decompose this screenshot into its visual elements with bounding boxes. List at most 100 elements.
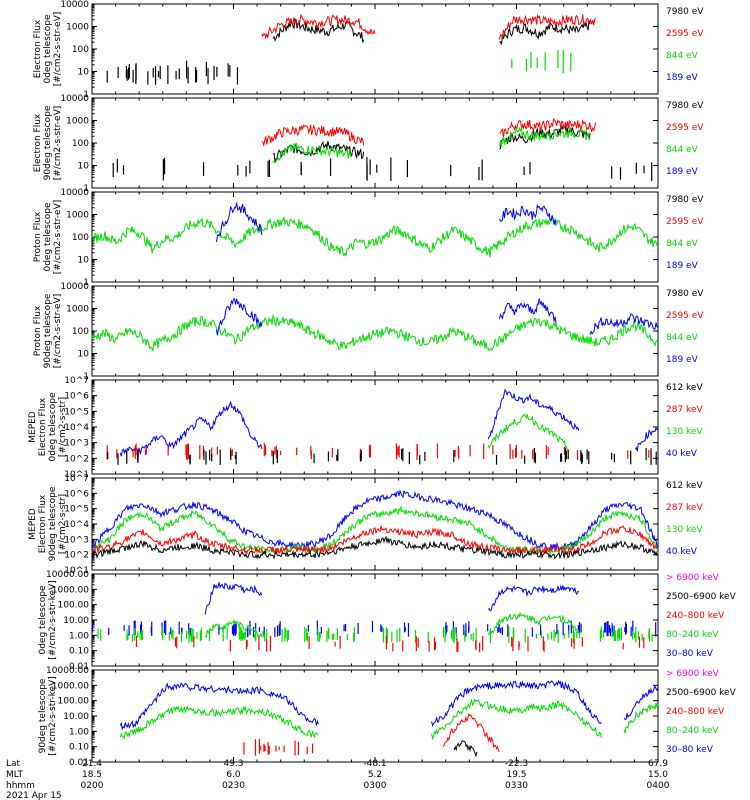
y-axis-label: 0deg telescope <box>38 585 48 655</box>
plot-frame <box>91 573 659 667</box>
y-axis-label: MEPED <box>28 411 38 443</box>
y-tick-label: 1000.00 <box>52 681 89 691</box>
series-trace-blue <box>589 313 659 335</box>
series-trace-black <box>91 535 659 560</box>
y-tick-label: 0.10 <box>69 743 89 753</box>
y-tick-label: 10000 <box>60 94 89 104</box>
plot-frame <box>91 379 659 475</box>
series-trace-blue <box>431 679 602 728</box>
y-tick-label: 10000.00 <box>46 570 89 580</box>
y-tick-label: 10^1 <box>64 566 89 576</box>
legend-label: 612 keV <box>666 481 703 491</box>
legend-label: 2595 eV <box>666 311 704 321</box>
y-tick-label: 10^4 <box>64 423 89 433</box>
y-tick-label: 0.01 <box>69 758 89 768</box>
legend-label: 189 eV <box>666 73 699 83</box>
x-row-value: 67.9 <box>648 759 668 769</box>
legend-label: 7980 eV <box>666 7 704 17</box>
legend-label: 189 eV <box>666 355 699 365</box>
y-tick-label: 1 <box>83 372 89 382</box>
y-tick-label: 10^6 <box>64 489 89 499</box>
plot-frame <box>91 285 659 377</box>
plot-frame <box>91 669 659 763</box>
x-row-label: hhmm <box>6 781 35 791</box>
y-axis-label: [#/cm2-s-str-keV] <box>48 580 58 659</box>
y-tick-label: 0.10 <box>69 647 89 657</box>
y-tick-label: 100.00 <box>58 601 90 611</box>
y-axis-label: [#/cm2-s-str-eV] <box>53 106 63 181</box>
y-tick-label: 1.00 <box>69 727 89 737</box>
y-tick-label: 100 <box>72 233 89 243</box>
series-trace-blue <box>119 400 263 457</box>
y-tick-label: 10^2 <box>64 551 89 561</box>
series-trace-red <box>499 117 597 138</box>
panel-p6: 10^1 10^2 10^3 10^4 10^5 10^6 10^7 MEPED Electro… <box>28 474 703 576</box>
legend-label: 80–240 keV <box>666 630 719 640</box>
series-trace-red <box>499 13 597 40</box>
legend-label: 844 eV <box>666 145 699 155</box>
legend-label: 7980 eV <box>666 101 704 111</box>
x-row-value: -22.3 <box>505 759 528 769</box>
series-trace-blue <box>487 584 579 612</box>
y-tick-label: 1 <box>83 184 89 194</box>
legend-label: 189 eV <box>666 261 699 271</box>
x-row-value: 18.5 <box>82 770 102 780</box>
series-trace-black <box>499 20 591 45</box>
series-trace-green <box>119 705 319 740</box>
legend-label: 287 keV <box>666 405 703 415</box>
series-trace-black <box>272 140 365 163</box>
legend-label: 612 keV <box>666 383 703 393</box>
x-row-value: 6.0 <box>226 770 241 780</box>
legend-label: > 6900 keV <box>666 669 720 679</box>
x-axis-annotation: Lat 21.4 49.3 -48.1 -22.3 67.9 MLT 18.5 6.0 5.2 19… <box>6 759 670 800</box>
series-trace-blue <box>499 203 557 226</box>
series-trace-green <box>204 618 263 639</box>
series-trace-blue <box>216 202 263 243</box>
legend-label: 30–80 keV <box>666 649 714 659</box>
series-trace-green <box>499 126 591 147</box>
y-axis-label: [#/cm2-s-str] <box>58 397 68 457</box>
y-tick-label: 10 <box>78 68 90 78</box>
series-trace-black <box>499 123 591 150</box>
y-tick-label: 10^7 <box>64 474 89 484</box>
panel-p3: 1 10 100 1000 10000 Proton Flux 0deg telescope… <box>33 188 704 288</box>
y-axis-label: [#/cm2-s-str-keV] <box>48 676 58 755</box>
legend-label: 130 keV <box>666 427 703 437</box>
x-row-value: 0230 <box>222 781 245 791</box>
y-axis-label: [#/cm2-s-str] <box>58 494 68 554</box>
plot-frame <box>91 191 659 283</box>
y-tick-label: 0.01 <box>69 662 89 672</box>
y-tick-label: 10^1 <box>64 470 89 480</box>
y-axis-label: 0deg telescope <box>48 392 58 462</box>
legend-label: 2595 eV <box>666 123 704 133</box>
y-axis-label: 0deg telescope <box>43 14 53 84</box>
y-tick-label: 10000 <box>60 282 89 292</box>
panel-p7: 0.01 0.10 1.00 10.00 100.00 1000.00 10000.00 0d… <box>38 570 737 672</box>
legend-label: 80–240 keV <box>666 726 719 736</box>
x-row-value: 49.3 <box>223 759 243 769</box>
date-label: 2021 Apr 15 <box>6 791 62 800</box>
y-axis-label: Electron Flux <box>33 19 43 78</box>
y-axis-label: [#/cm2-s-str-eV] <box>53 294 63 369</box>
y-axis-label: Electron Flux <box>38 397 48 456</box>
legend-label: 844 eV <box>666 333 699 343</box>
legend-label: 2595 eV <box>666 29 704 39</box>
y-axis-label: MEPED <box>28 508 38 540</box>
series-trace-red <box>261 13 376 40</box>
legend-label: 240–800 keV <box>666 611 725 621</box>
x-row-value: 5.2 <box>368 770 382 780</box>
y-tick-label: 10^4 <box>64 520 89 530</box>
legend-label: 130 keV <box>666 525 703 535</box>
legend-label: 844 eV <box>666 51 699 61</box>
x-row-value: 0300 <box>364 781 387 791</box>
y-tick-label: 1 <box>83 278 89 288</box>
x-row-value: 0200 <box>81 781 104 791</box>
legend-label: 287 keV <box>666 503 703 513</box>
y-tick-label: 1000 <box>66 305 89 315</box>
series-trace-black <box>272 18 365 43</box>
series-trace-green <box>487 413 568 451</box>
y-tick-label: 10^3 <box>64 535 89 545</box>
series-trace-blue <box>204 582 263 615</box>
series-trace-green <box>91 313 659 352</box>
